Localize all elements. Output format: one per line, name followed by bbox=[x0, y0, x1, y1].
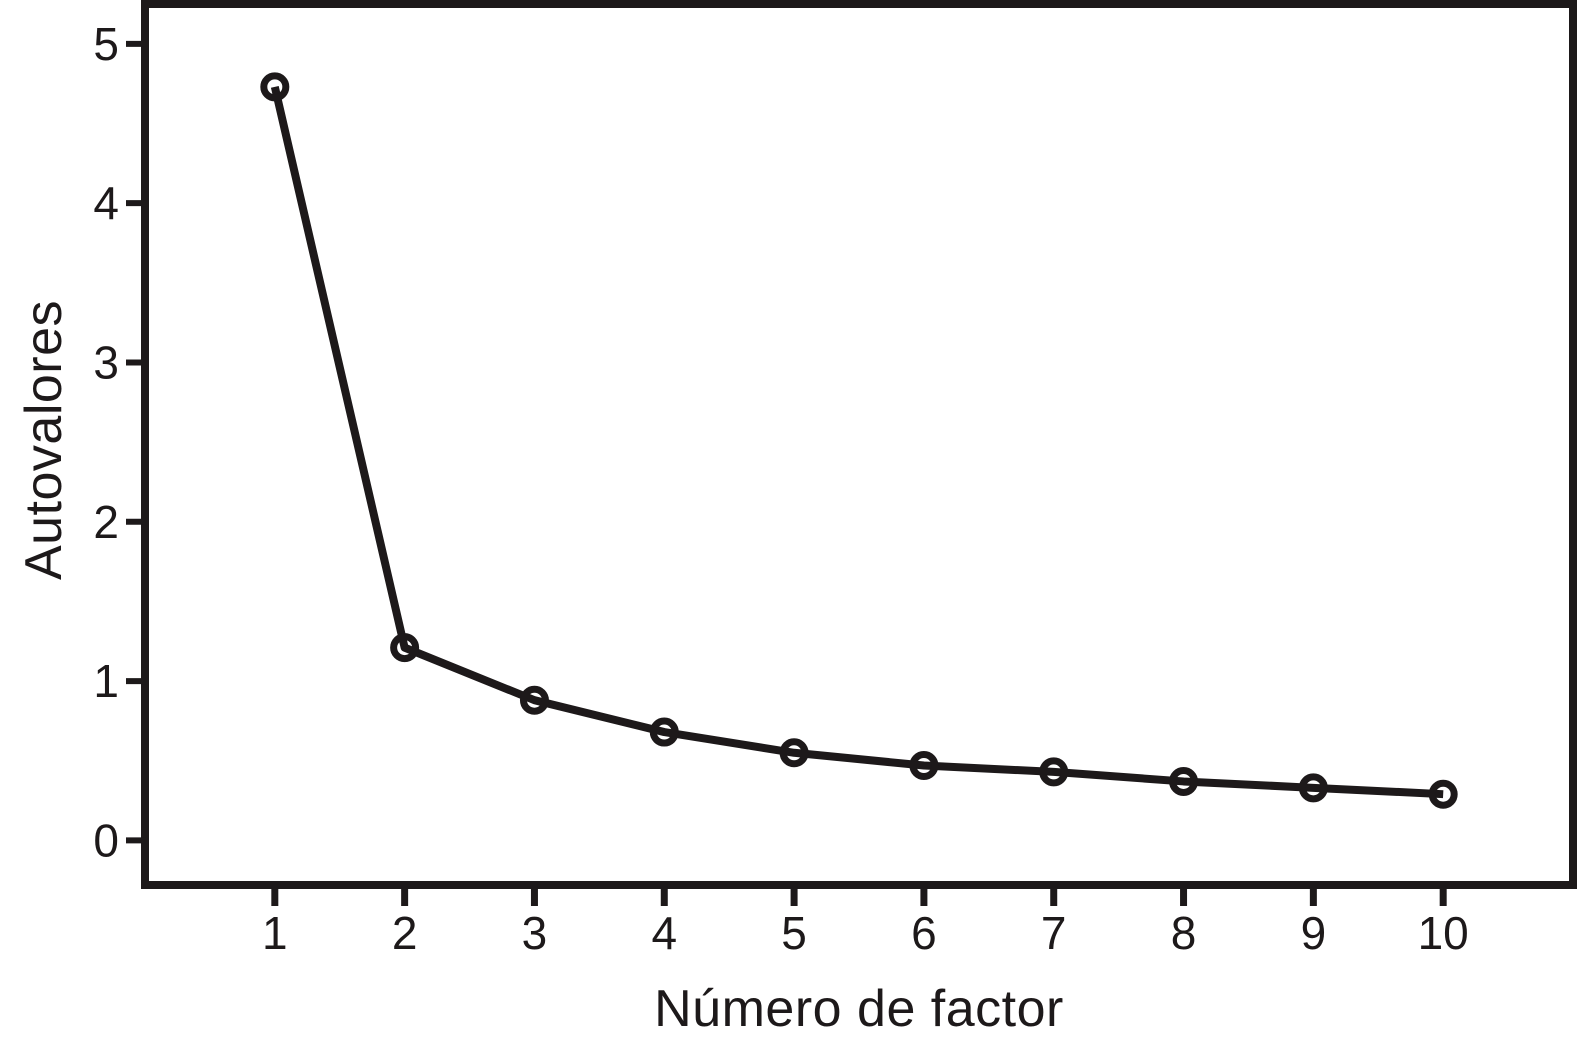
x-tick-label: 4 bbox=[651, 907, 677, 959]
x-tick-label: 9 bbox=[1301, 907, 1327, 959]
data-point-marker bbox=[649, 717, 679, 747]
scree-line bbox=[270, 85, 1444, 799]
data-point-marker bbox=[779, 738, 809, 768]
data-point-marker bbox=[390, 633, 420, 663]
plot-frame bbox=[141, 0, 1577, 889]
x-axis-title: Número de factor bbox=[654, 980, 1064, 1038]
x-tick-label: 5 bbox=[781, 907, 807, 959]
data-point-marker bbox=[1169, 766, 1199, 796]
data-point-marker bbox=[909, 751, 939, 781]
data-point-marker bbox=[1039, 757, 1069, 787]
y-tick-label: 5 bbox=[93, 18, 119, 70]
y-tick-label: 3 bbox=[93, 336, 119, 388]
data-point-marker bbox=[519, 685, 549, 715]
x-tick-label: 8 bbox=[1171, 907, 1197, 959]
y-tick-label: 4 bbox=[93, 177, 119, 229]
data-point-marker bbox=[1428, 779, 1458, 809]
x-tick-label: 6 bbox=[911, 907, 937, 959]
x-tick-label: 2 bbox=[392, 907, 418, 959]
x-tick-label: 1 bbox=[262, 907, 288, 959]
x-tick-label: 10 bbox=[1418, 907, 1469, 959]
y-tick-label: 0 bbox=[93, 814, 119, 866]
y-tick-label: 1 bbox=[93, 655, 119, 707]
data-point-marker bbox=[260, 72, 290, 102]
x-tick-label: 7 bbox=[1041, 907, 1067, 959]
x-tick-label: 3 bbox=[522, 907, 548, 959]
y-axis-title: Autovalores bbox=[15, 299, 73, 581]
data-point-marker bbox=[1298, 773, 1328, 803]
y-tick-label: 2 bbox=[93, 496, 119, 548]
